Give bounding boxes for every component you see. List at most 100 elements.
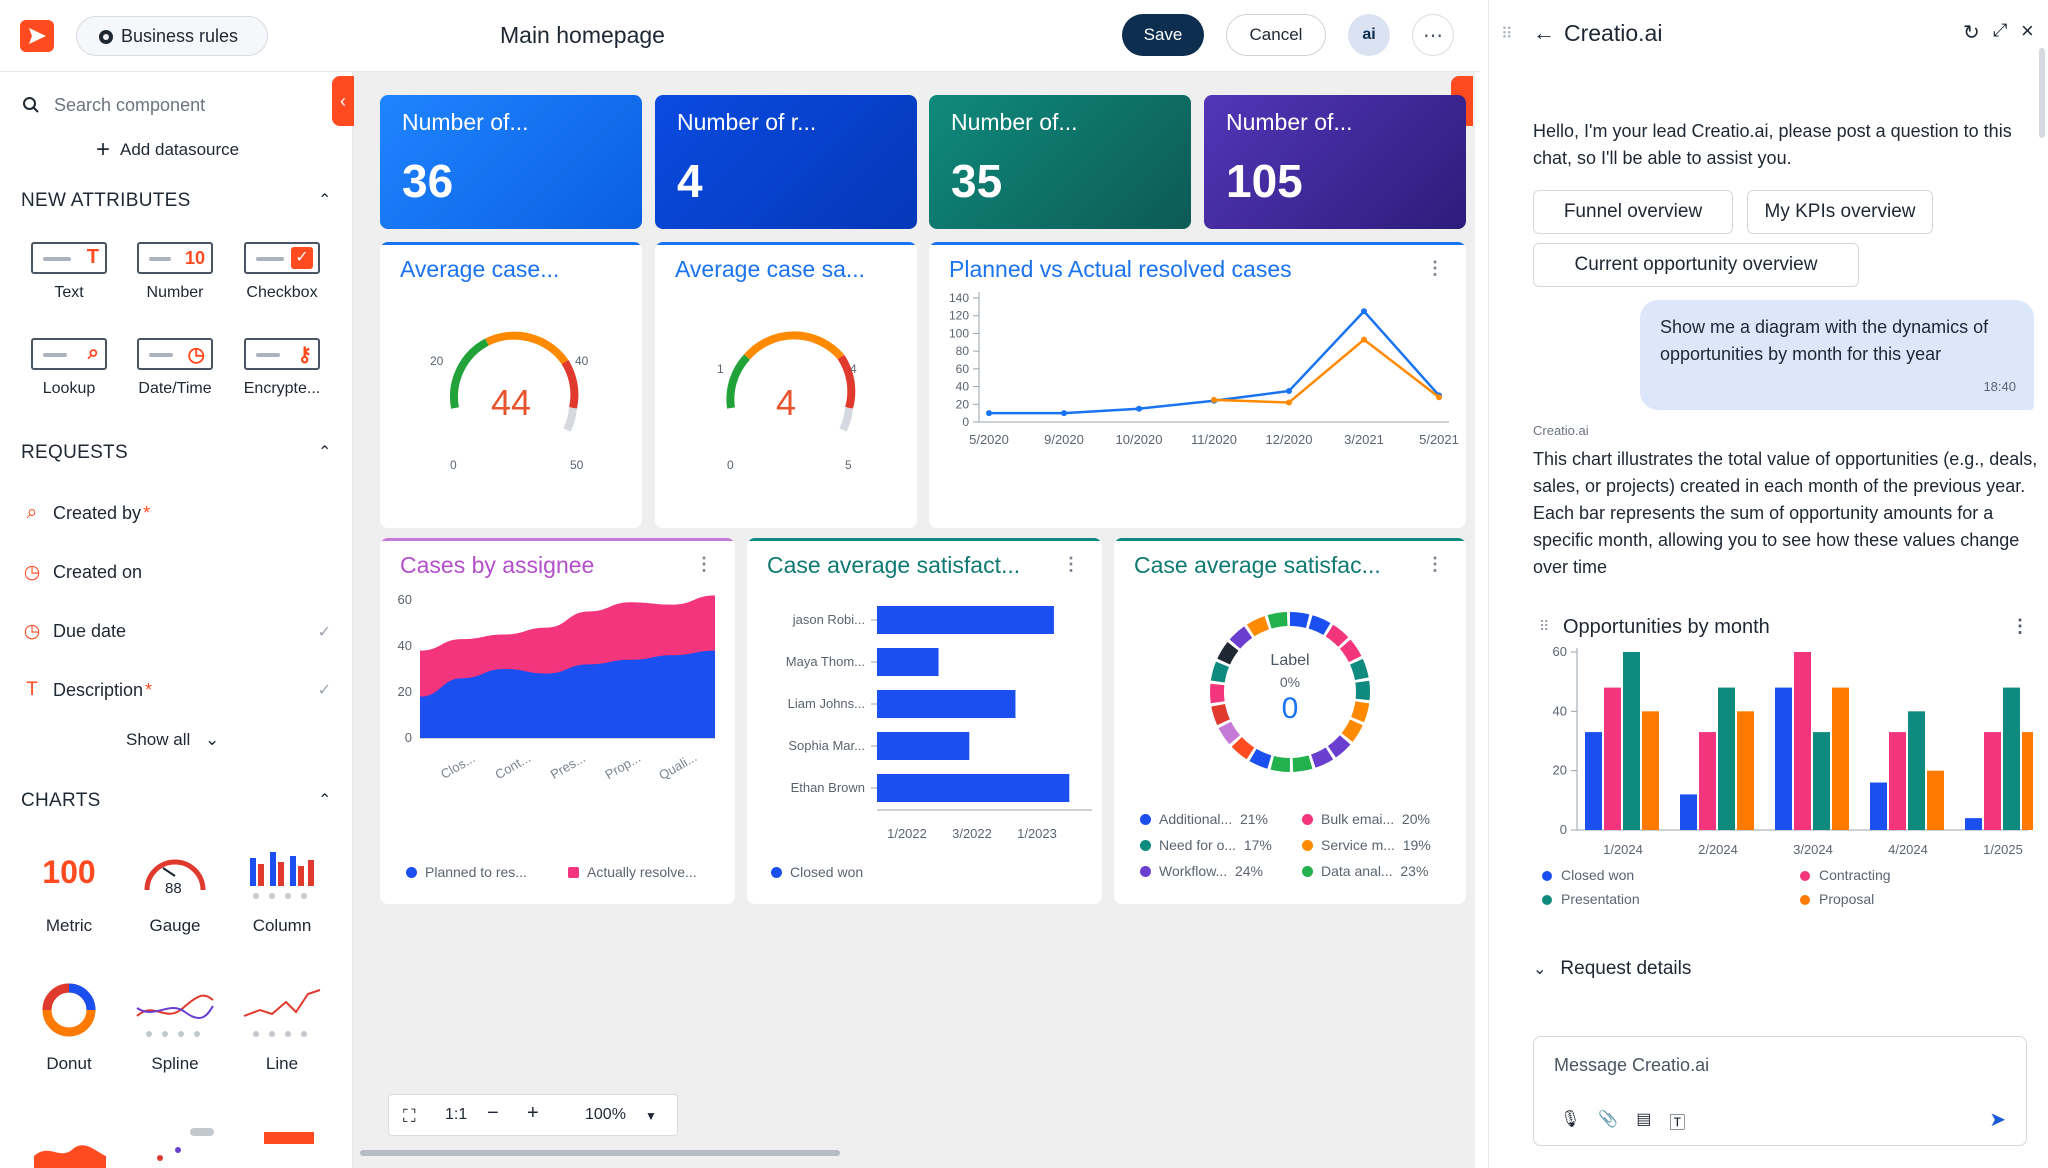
- metric-widget[interactable]: Number of r... 4: [655, 95, 917, 229]
- check-icon: ✓: [317, 623, 331, 641]
- chart-metric[interactable]: 100 Metric: [19, 842, 119, 936]
- request-due-date[interactable]: ◷ Due date ✓: [21, 620, 331, 643]
- add-datasource-button[interactable]: + Add datasource: [96, 136, 239, 164]
- widget-title: Average case sa...: [675, 256, 866, 282]
- attachment-icon[interactable]: 📎: [1598, 1111, 1619, 1128]
- drag-handle-icon[interactable]: ⠿: [1539, 618, 1550, 634]
- microphone-icon[interactable]: 🎙: [1560, 1111, 1581, 1128]
- search-input[interactable]: Search component: [20, 88, 320, 122]
- creatio-logo[interactable]: [20, 20, 54, 52]
- gauge-tick: 20: [430, 354, 444, 368]
- metric-widget[interactable]: Number of... 105: [1204, 95, 1466, 229]
- opportunities-chart-card[interactable]: ⠿ Opportunities by month ⋮ 0 20 40 60 1/2024…: [1533, 604, 2033, 944]
- attr-lookup[interactable]: ⌕ Lookup: [19, 338, 119, 398]
- attr-datetime[interactable]: ◷ Date/Time: [125, 338, 225, 398]
- metric-title: Number of r...: [677, 109, 817, 135]
- business-rules-button[interactable]: Business rules: [76, 16, 268, 56]
- legend-item: Data anal... 23%: [1302, 863, 1428, 879]
- gauge-max: 5: [845, 458, 852, 472]
- more-options-button[interactable]: ⋯: [1412, 14, 1454, 56]
- chevron-up-icon[interactable]: ⌃: [318, 192, 332, 209]
- message-input[interactable]: Message Creatio.ai 🎙 📎 ▤ 🅃 ➤: [1533, 1036, 2027, 1146]
- y-tick-label: 100: [949, 326, 969, 340]
- request-details-toggle[interactable]: ⌄ Request details: [1533, 958, 1691, 980]
- line-point: [1286, 399, 1292, 406]
- y-tick-label: 0: [1560, 822, 1567, 837]
- chart-column[interactable]: Column: [232, 842, 332, 936]
- request-created-on[interactable]: ◷ Created on: [21, 561, 331, 584]
- request-created-by[interactable]: ⌕ Created by *: [21, 502, 331, 524]
- send-icon[interactable]: ➤: [1989, 1109, 2006, 1131]
- suggestion-chip[interactable]: My KPIs overview: [1747, 190, 1933, 234]
- zoom-level-select[interactable]: 100%: [585, 1106, 626, 1123]
- attr-text[interactable]: T Text: [19, 242, 119, 302]
- gauge-widget[interactable]: Average case sa... 4 1 4 0 5: [655, 242, 917, 528]
- suggestion-chip[interactable]: Current opportunity overview: [1533, 243, 1859, 287]
- business-rules-icon: [97, 28, 115, 46]
- donut-chart-widget[interactable]: Case average satisfac... ⋮ Label 0% 0 Ad…: [1114, 538, 1466, 904]
- show-all-button[interactable]: Show all ⌄: [126, 730, 219, 750]
- legend-label: Contracting: [1819, 867, 1891, 883]
- widget-title: Cases by assignee: [400, 552, 595, 578]
- text-format-icon[interactable]: 🅃: [1669, 1115, 1686, 1132]
- chevron-up-icon[interactable]: ⌃: [318, 792, 332, 809]
- chart-donut[interactable]: Donut: [19, 980, 119, 1074]
- opportunity-bar: [1775, 687, 1792, 830]
- table-icon[interactable]: ▤: [1636, 1111, 1652, 1128]
- y-tick-label: 60: [956, 362, 970, 376]
- zoom-out-button[interactable]: −: [487, 1102, 499, 1124]
- legend-label: Closed won: [1561, 867, 1634, 883]
- metric-widget[interactable]: Number of... 36: [380, 95, 642, 229]
- opportunity-bar: [1623, 652, 1640, 830]
- chevron-up-icon[interactable]: ⌃: [318, 444, 332, 461]
- legend-marker: [1542, 871, 1552, 881]
- ai-toggle-button[interactable]: ai: [1348, 14, 1390, 56]
- refresh-icon[interactable]: ↻: [1963, 22, 1980, 44]
- collapse-sidebar-button[interactable]: ‹: [332, 76, 354, 126]
- chart-line[interactable]: Line: [232, 980, 332, 1074]
- widget-title: Planned vs Actual resolved cases: [949, 256, 1292, 282]
- attr-checkbox[interactable]: ✓ Checkbox: [232, 242, 332, 302]
- y-tick-label: 60: [398, 592, 412, 607]
- zoom-in-button[interactable]: +: [527, 1102, 539, 1124]
- checkbox-field-icon: ✓: [244, 242, 320, 274]
- bar-chart-widget[interactable]: Case average satisfact... ⋮ jason Robi..…: [747, 538, 1102, 904]
- gauge-widget[interactable]: Average case... 44 20 40 0 50: [380, 242, 642, 528]
- drag-handle-icon[interactable]: ⠿: [1501, 26, 1513, 43]
- cancel-button[interactable]: Cancel: [1226, 14, 1326, 56]
- widget-menu-icon[interactable]: ⋮: [1062, 554, 1080, 574]
- opportunity-bar: [1813, 732, 1830, 830]
- widget-menu-icon[interactable]: ⋮: [1426, 554, 1444, 574]
- opportunity-bar: [2022, 732, 2033, 830]
- expand-icon[interactable]: ⤢: [1993, 20, 2008, 40]
- line-point: [986, 410, 992, 417]
- caret-down-icon[interactable]: ▼: [645, 1109, 657, 1123]
- chart-menu-icon[interactable]: ⋮: [2011, 616, 2029, 636]
- opportunity-bar: [1984, 732, 2001, 830]
- fit-screen-icon[interactable]: ⛶: [403, 1106, 416, 1126]
- chart-spline[interactable]: Spline: [125, 980, 225, 1074]
- horizontal-scrollbar[interactable]: [360, 1150, 840, 1156]
- legend-item: Additional... 21%: [1140, 811, 1268, 827]
- donut-center-label: Label: [1270, 652, 1310, 669]
- more-chart-types[interactable]: [30, 1122, 330, 1168]
- attr-encrypted[interactable]: ⚷ Encrypte...: [232, 338, 332, 398]
- opportunities-chart-title: Opportunities by month: [1563, 616, 1770, 638]
- widget-title: Case average satisfac...: [1134, 552, 1381, 578]
- metric-widget[interactable]: Number of... 35: [929, 95, 1191, 229]
- line-chart-widget[interactable]: Planned vs Actual resolved cases ⋮ 0 20 40…: [929, 242, 1466, 528]
- one-to-one-button[interactable]: 1:1: [445, 1106, 468, 1123]
- save-button[interactable]: Save: [1122, 14, 1204, 56]
- opportunity-bar: [1642, 711, 1659, 830]
- back-arrow-icon[interactable]: ←: [1533, 20, 1555, 45]
- widget-menu-icon[interactable]: ⋮: [695, 554, 713, 574]
- area-chart-widget[interactable]: Cases by assignee ⋮ 0 20 40 60 Clos... Cont..…: [380, 538, 735, 904]
- attr-number[interactable]: 10 Number: [125, 242, 225, 302]
- chart-gauge[interactable]: 88 Gauge: [125, 842, 225, 936]
- suggestion-chip[interactable]: Funnel overview: [1533, 190, 1733, 234]
- widget-menu-icon[interactable]: ⋮: [1426, 258, 1444, 278]
- ai-panel-scrollbar[interactable]: [2039, 48, 2045, 138]
- request-description[interactable]: T Description * ✓: [21, 679, 331, 701]
- line-point: [1361, 336, 1367, 343]
- close-icon[interactable]: ×: [2021, 18, 2034, 43]
